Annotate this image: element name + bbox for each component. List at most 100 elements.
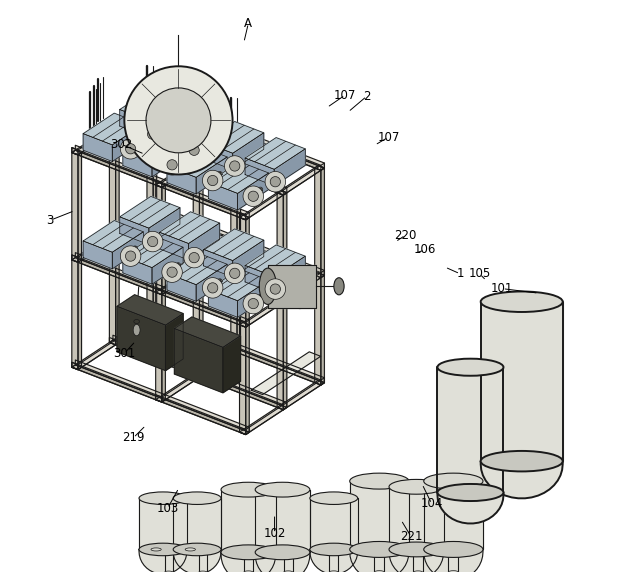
Circle shape [254, 297, 259, 301]
Polygon shape [203, 229, 264, 260]
Polygon shape [159, 105, 220, 136]
Polygon shape [223, 336, 241, 393]
Circle shape [256, 298, 258, 301]
Circle shape [130, 250, 133, 252]
Polygon shape [231, 136, 237, 352]
Circle shape [146, 88, 211, 153]
Polygon shape [147, 208, 325, 278]
Polygon shape [109, 338, 283, 410]
Circle shape [120, 246, 141, 266]
Polygon shape [109, 233, 287, 302]
Ellipse shape [389, 480, 443, 494]
Circle shape [258, 187, 262, 192]
Circle shape [132, 139, 137, 143]
Text: 221: 221 [400, 530, 422, 543]
Circle shape [184, 247, 205, 268]
Polygon shape [167, 145, 227, 178]
Circle shape [174, 159, 176, 162]
Polygon shape [120, 217, 149, 245]
Polygon shape [173, 498, 221, 550]
Polygon shape [437, 367, 503, 493]
Polygon shape [188, 223, 220, 260]
Ellipse shape [329, 571, 338, 574]
Ellipse shape [424, 542, 483, 557]
Polygon shape [72, 152, 78, 370]
Polygon shape [173, 550, 221, 574]
Polygon shape [481, 461, 563, 499]
Circle shape [162, 262, 182, 282]
Circle shape [177, 264, 180, 266]
Circle shape [202, 278, 223, 298]
Polygon shape [123, 236, 183, 267]
Circle shape [177, 156, 180, 159]
Polygon shape [221, 490, 276, 553]
Polygon shape [237, 136, 241, 352]
Polygon shape [75, 145, 249, 217]
Polygon shape [162, 345, 241, 402]
Ellipse shape [424, 473, 483, 489]
Polygon shape [239, 166, 325, 220]
Ellipse shape [151, 548, 161, 551]
Text: 101: 101 [491, 282, 514, 295]
Ellipse shape [481, 451, 563, 471]
Ellipse shape [437, 484, 503, 501]
Polygon shape [162, 185, 165, 402]
Polygon shape [147, 205, 321, 278]
Circle shape [132, 246, 137, 251]
Polygon shape [156, 180, 162, 187]
Text: 102: 102 [263, 527, 285, 540]
Ellipse shape [437, 359, 503, 376]
Polygon shape [196, 157, 227, 194]
Polygon shape [239, 215, 249, 220]
Polygon shape [156, 183, 165, 187]
Polygon shape [310, 550, 358, 574]
Text: 107: 107 [378, 131, 399, 144]
Polygon shape [156, 185, 162, 402]
Ellipse shape [221, 482, 276, 497]
Polygon shape [208, 182, 238, 210]
Polygon shape [109, 125, 287, 195]
Polygon shape [245, 137, 305, 170]
Polygon shape [203, 142, 233, 170]
Polygon shape [208, 162, 269, 193]
Polygon shape [274, 149, 305, 186]
Polygon shape [162, 131, 241, 187]
Polygon shape [167, 166, 196, 194]
Circle shape [214, 174, 218, 178]
Ellipse shape [185, 548, 195, 551]
Text: 1: 1 [457, 267, 464, 281]
Polygon shape [152, 140, 183, 177]
Polygon shape [147, 98, 321, 170]
Polygon shape [174, 328, 223, 393]
Polygon shape [255, 553, 310, 575]
Polygon shape [147, 313, 321, 385]
Polygon shape [246, 270, 325, 327]
Polygon shape [268, 265, 316, 308]
Text: A: A [244, 17, 253, 30]
Polygon shape [109, 128, 116, 345]
Polygon shape [193, 160, 200, 377]
Polygon shape [239, 320, 246, 327]
Circle shape [172, 265, 177, 270]
Circle shape [225, 156, 245, 177]
Ellipse shape [350, 542, 409, 557]
Polygon shape [78, 98, 157, 155]
Circle shape [254, 189, 259, 194]
Polygon shape [147, 101, 325, 170]
Polygon shape [72, 258, 249, 327]
Circle shape [230, 161, 240, 171]
Polygon shape [239, 427, 246, 435]
Polygon shape [109, 230, 283, 302]
Circle shape [184, 140, 205, 160]
Polygon shape [231, 133, 241, 138]
Ellipse shape [221, 545, 276, 559]
Polygon shape [246, 163, 325, 220]
Text: 105: 105 [468, 267, 491, 281]
Polygon shape [117, 306, 165, 370]
Circle shape [208, 283, 218, 293]
Polygon shape [72, 150, 249, 220]
Circle shape [120, 139, 141, 159]
Circle shape [189, 145, 199, 155]
Polygon shape [424, 550, 483, 575]
Polygon shape [113, 335, 287, 408]
